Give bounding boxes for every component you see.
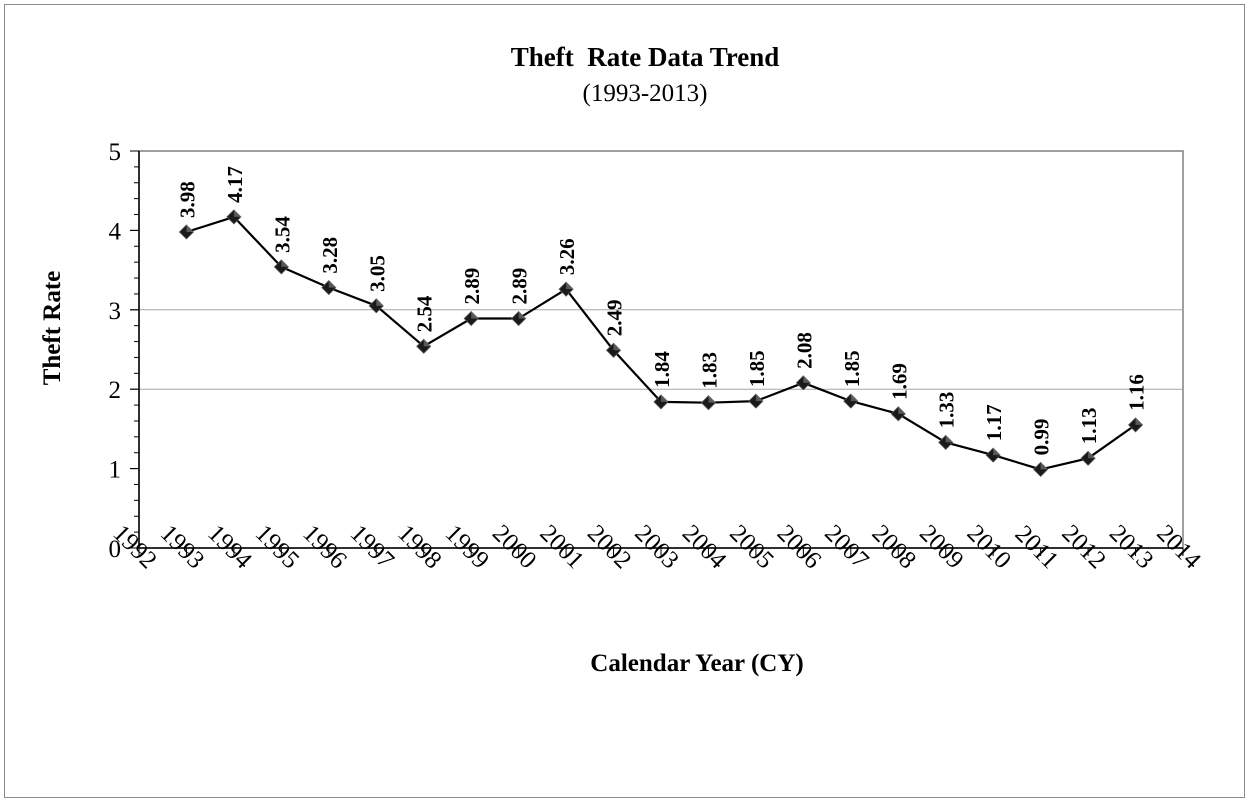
x-tick-label: 1994 <box>202 520 257 575</box>
x-tick-label: 2004 <box>677 520 732 575</box>
x-tick-label: 1996 <box>297 520 351 574</box>
data-label: 1.33 <box>935 392 959 429</box>
x-tick-label: 2000 <box>487 520 541 574</box>
gridlines <box>139 309 1183 390</box>
data-label: 1.83 <box>697 352 721 389</box>
x-tick-label: 2006 <box>772 520 826 574</box>
data-point-marker-highlight <box>1135 417 1143 425</box>
data-label: 1.69 <box>887 363 911 400</box>
data-label: 2.49 <box>603 300 627 337</box>
x-axis-title: Calendar Year (CY) <box>590 650 803 677</box>
data-point-marker-highlight <box>518 311 526 319</box>
x-tick-label: 2003 <box>629 520 683 574</box>
data-label: 3.28 <box>318 237 342 274</box>
x-tick-label: 1999 <box>440 520 494 574</box>
data-point-marker-highlight <box>328 280 336 288</box>
x-tick-label: 2001 <box>534 520 588 574</box>
series <box>178 209 1144 477</box>
data-labels: 3.98 4.17 3.54 3.28 3.05 2.54 2.89 2.89 3.26 2.49… <box>175 166 1148 455</box>
data-point-marker-highlight <box>186 224 194 232</box>
data-point-marker-highlight <box>945 435 953 443</box>
data-label: 3.54 <box>270 216 294 253</box>
data-point-marker-highlight <box>1088 451 1096 459</box>
x-tick-label: 1992 <box>107 520 161 574</box>
chart-subtitle: (1993-2013) <box>583 80 708 107</box>
data-point-marker-highlight <box>471 311 479 319</box>
data-label: 3.05 <box>365 255 389 292</box>
data-label: 3.26 <box>555 238 579 275</box>
y-tick-label: 2 <box>109 377 122 404</box>
x-tick-label: 2012 <box>1056 520 1110 574</box>
x-tick-label: 2011 <box>1010 520 1064 574</box>
y-tick-label: 0 <box>109 536 122 563</box>
data-point-marker-highlight <box>898 406 906 414</box>
data-point-marker-highlight <box>708 395 716 403</box>
data-label: 3.98 <box>175 181 199 218</box>
data-label: 1.85 <box>745 350 769 387</box>
y-tick-label: 1 <box>109 457 122 484</box>
data-label: 1.13 <box>1077 408 1101 445</box>
data-point-marker-highlight <box>993 448 1001 456</box>
data-label: 2.54 <box>413 295 437 332</box>
data-label: 2.89 <box>508 268 532 305</box>
data-point-marker-highlight <box>423 339 431 347</box>
x-tick-label: 2008 <box>867 520 921 574</box>
data-label: 2.89 <box>460 268 484 305</box>
y-tick-label: 5 <box>109 139 122 166</box>
data-point-marker-highlight <box>376 298 384 306</box>
data-label: 0.99 <box>1030 419 1054 456</box>
x-tick-label: 2009 <box>914 520 968 574</box>
data-label: 4.17 <box>223 166 247 203</box>
plot-area-border <box>138 150 1184 549</box>
data-point-marker-highlight <box>803 375 811 383</box>
y-tick-label: 3 <box>109 298 122 325</box>
y-axis-ticks: 0 1 2 3 4 5 <box>109 139 139 563</box>
x-tick-label: 2002 <box>582 520 636 574</box>
data-point-marker-highlight <box>613 343 621 351</box>
data-point-marker-highlight <box>755 394 763 402</box>
x-tick-label: 2010 <box>962 520 1016 574</box>
data-point-marker-highlight <box>850 394 858 402</box>
data-point-marker-highlight <box>233 209 241 217</box>
data-label: 1.16 <box>1125 374 1149 411</box>
chart-title: Theft Rate Data Trend <box>511 42 779 72</box>
data-label: 2.08 <box>792 332 816 369</box>
x-tick-label: 2014 <box>1151 520 1206 575</box>
x-tick-label: 2005 <box>724 520 778 574</box>
data-point-marker-highlight <box>661 394 668 402</box>
y-tick-label: 4 <box>109 218 122 245</box>
x-tick-label: 2007 <box>819 520 873 574</box>
x-tick-label: 1998 <box>392 520 446 574</box>
y-axis-title: Theft Rate <box>39 271 66 386</box>
data-label: 1.84 <box>650 351 674 388</box>
x-tick-label: 1993 <box>155 520 209 574</box>
axes <box>138 151 1183 549</box>
chart-frame <box>4 4 1245 798</box>
data-point-marker-highlight <box>566 282 574 290</box>
x-tick-label: 2013 <box>1104 520 1158 574</box>
x-tick-label: 1995 <box>250 520 304 574</box>
data-point-marker-highlight <box>281 259 289 267</box>
data-label: 1.85 <box>840 350 864 387</box>
x-axis-ticks: 1992199319941995199619971998199920002001… <box>107 520 1206 575</box>
data-point-marker-highlight <box>1040 462 1048 470</box>
x-tick-label: 1997 <box>345 520 399 574</box>
data-label: 1.17 <box>982 404 1006 441</box>
